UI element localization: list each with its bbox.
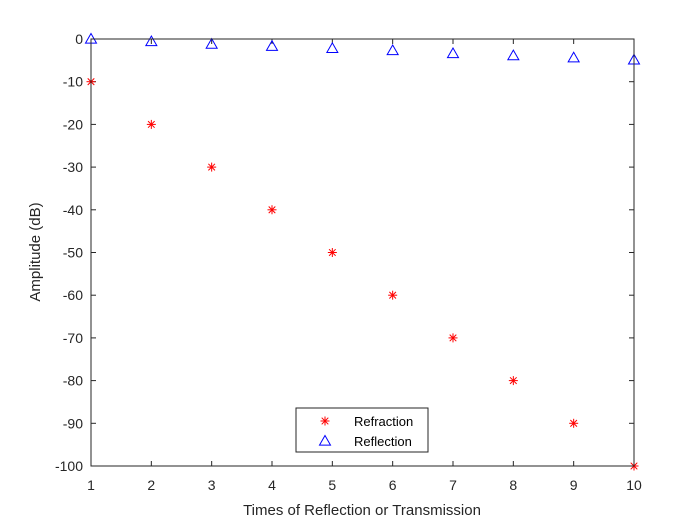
y-tick-label: -50	[63, 245, 83, 261]
x-tick-label: 10	[626, 477, 642, 493]
refraction-point	[267, 205, 277, 215]
refraction-point	[146, 119, 156, 129]
legend-triangle-icon	[318, 434, 332, 446]
reflection-point	[567, 51, 581, 63]
x-tick-label: 6	[389, 477, 397, 493]
legend-marker-refraction	[320, 416, 330, 426]
refraction-point	[569, 418, 579, 428]
reflection-point	[446, 47, 460, 59]
x-tick-labels: 1 2 3 4 5 6 7 8 9 10	[87, 477, 642, 493]
x-tick-label: 2	[147, 477, 155, 493]
legend: Refraction Reflection	[295, 407, 429, 453]
x-tick-label: 3	[208, 477, 216, 493]
y-tick-label: -70	[63, 330, 83, 346]
refraction-point	[508, 376, 518, 386]
y-tick-label: -60	[63, 287, 83, 303]
refraction-point	[448, 333, 458, 343]
y-tick-labels: 0 -10 -20 -30 -40 -50 -60 -70 -80 -90 -100	[55, 31, 83, 474]
legend-asterisk-icon	[320, 416, 330, 426]
y-tick-label: -10	[63, 74, 83, 90]
reflection-point	[144, 35, 158, 47]
y-tick-label: -100	[55, 458, 83, 474]
x-tick-label: 5	[328, 477, 336, 493]
legend-marker-reflection	[318, 434, 332, 446]
legend-label-reflection: Reflection	[354, 434, 412, 449]
x-tick-label: 1	[87, 477, 95, 493]
refraction-point	[207, 162, 217, 172]
x-axis-label: Times of Reflection or Transmission	[243, 502, 481, 519]
refraction-point	[327, 248, 337, 257]
reflection-point	[205, 37, 219, 49]
x-tick-label: 4	[268, 477, 276, 493]
legend-box	[295, 407, 429, 453]
y-tick-label: -30	[63, 159, 83, 175]
plot-area-frame	[90, 38, 635, 467]
y-tick-label: -40	[63, 202, 83, 218]
reflection-point	[265, 39, 279, 51]
y-axis-label: Amplitude (dB)	[27, 202, 44, 301]
x-tick-label: 7	[449, 477, 457, 493]
refraction-point	[388, 290, 398, 300]
reflection-point	[386, 44, 400, 56]
x-tick-label: 8	[509, 477, 517, 493]
y-tick-label: -90	[63, 415, 83, 431]
reflection-point	[325, 41, 339, 54]
legend-label-refraction: Refraction	[354, 414, 413, 429]
y-tick-label: 0	[75, 31, 83, 47]
y-tick-label: -20	[63, 116, 83, 132]
y-tick-label: -80	[63, 373, 83, 389]
x-tick-label: 9	[570, 477, 578, 493]
reflection-point	[506, 49, 520, 61]
